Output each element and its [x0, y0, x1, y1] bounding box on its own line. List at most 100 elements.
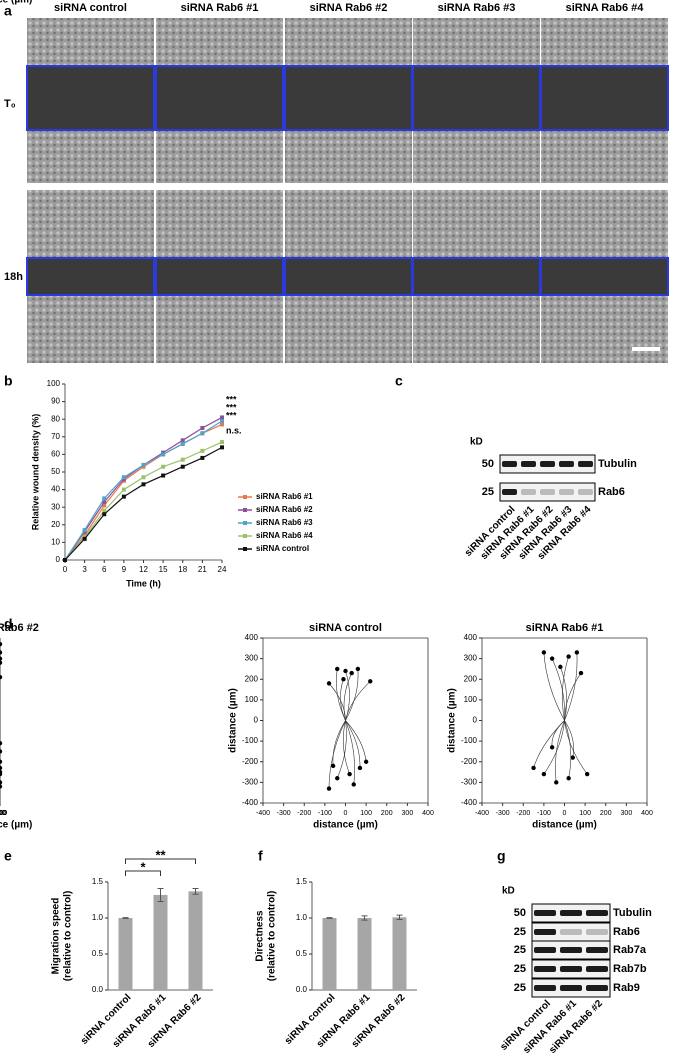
series-line	[64, 420, 223, 561]
x-tick-label: -200	[516, 810, 530, 817]
band-label: Rab7a	[613, 944, 647, 956]
track-endpoint	[541, 650, 547, 655]
data-point	[200, 426, 205, 430]
y-tick-label: -400	[461, 798, 478, 807]
wound-gap	[155, 65, 284, 131]
track	[345, 681, 371, 721]
track-endpoint	[0, 650, 3, 655]
error-bar	[157, 887, 164, 902]
row-label: 18h	[4, 271, 23, 283]
error-bar	[396, 914, 403, 920]
band-label: Rab6	[613, 926, 640, 938]
y-tick-label: 0.5	[92, 949, 104, 958]
data-point	[141, 462, 146, 467]
track-endpoint	[0, 749, 3, 754]
data-point	[121, 487, 126, 492]
column-header: siRNA Rab6 #4	[566, 2, 645, 14]
data-point	[220, 418, 224, 423]
track	[343, 672, 352, 721]
wound-gap	[412, 65, 541, 131]
panel-label: b	[4, 373, 13, 389]
y-tick-label: -300	[461, 777, 478, 786]
track	[564, 672, 582, 721]
column-header: siRNA Rab6 #1	[181, 2, 259, 14]
track-endpoint	[549, 656, 555, 661]
x-tick-label: 100	[579, 810, 591, 817]
x-tick-label: -200	[297, 810, 311, 817]
data-point	[102, 496, 107, 501]
row-label: T₀	[4, 98, 16, 110]
y-tick-label: 30	[51, 502, 60, 511]
blot-band	[502, 461, 517, 467]
band-label: Tubulin	[598, 458, 637, 470]
blot-band	[534, 985, 556, 991]
significance-bracket	[125, 858, 196, 864]
column-header: siRNA Rab6 #3	[438, 2, 516, 14]
legend-label: siRNA Rab6 #4	[256, 531, 313, 540]
blot-band	[502, 489, 517, 495]
x-tick-label: 100	[0, 810, 6, 817]
blot-band	[560, 985, 582, 991]
track	[533, 720, 565, 769]
x-tick-label: -300	[277, 810, 291, 817]
x-tick-label: -200	[0, 810, 7, 817]
y-tick-label: -200	[461, 757, 478, 766]
y-tick-label: -200	[242, 757, 259, 766]
y-tick-label: 70	[51, 432, 60, 441]
track-endpoint	[351, 782, 356, 787]
legend-marker	[243, 547, 247, 551]
data-point	[63, 558, 67, 562]
band-label: Rab9	[613, 982, 640, 994]
unit-label: kD	[470, 437, 483, 448]
marker-label: 25	[482, 486, 494, 498]
data-point	[82, 528, 87, 533]
blot-band	[540, 461, 555, 467]
error-bar	[122, 917, 129, 919]
x-tick-label: 15	[159, 565, 168, 574]
wound-gap	[412, 257, 541, 296]
track	[332, 720, 346, 766]
track	[543, 652, 565, 721]
wound-gap	[26, 257, 155, 296]
data-point	[161, 452, 166, 457]
legend-marker	[243, 508, 247, 512]
x-tick-label: 200	[600, 810, 612, 817]
annotation: ***	[226, 402, 237, 412]
track-endpoint	[566, 654, 571, 659]
annotation: ***	[226, 394, 237, 404]
y-tick-label: 0.5	[296, 949, 308, 958]
blot-band	[586, 929, 608, 935]
annotation: **	[155, 847, 166, 862]
significance-bracket	[125, 870, 161, 876]
x-tick-label: 300	[402, 810, 414, 817]
bar	[392, 917, 407, 990]
data-point	[200, 455, 205, 460]
data-point	[102, 499, 107, 504]
data-point	[102, 512, 107, 517]
blot-band	[534, 947, 556, 953]
legend-marker	[243, 495, 247, 499]
y-tick-label: 0	[56, 555, 61, 564]
panel-label: d	[4, 616, 13, 632]
y-tick-label: 300	[245, 654, 259, 663]
wound-gap	[540, 257, 669, 296]
blot-band	[534, 910, 556, 916]
data-point	[102, 508, 107, 513]
x-tick-label: 0	[63, 565, 68, 574]
track-endpoint	[355, 666, 361, 672]
panel-label: g	[497, 848, 506, 864]
panel-label: c	[395, 373, 403, 389]
blot-band	[534, 966, 556, 972]
data-point	[121, 475, 126, 480]
x-tick-label: 18	[178, 565, 187, 574]
track	[345, 720, 361, 768]
annotation: ***	[226, 410, 237, 420]
blot-band	[560, 966, 582, 972]
x-axis-label: distance (µm)	[0, 820, 32, 831]
blot-band	[559, 461, 574, 467]
x-axis-label: distance (µm)	[532, 820, 597, 831]
blot-band	[534, 929, 556, 935]
y-tick-label: 80	[51, 414, 60, 423]
track	[345, 668, 359, 721]
